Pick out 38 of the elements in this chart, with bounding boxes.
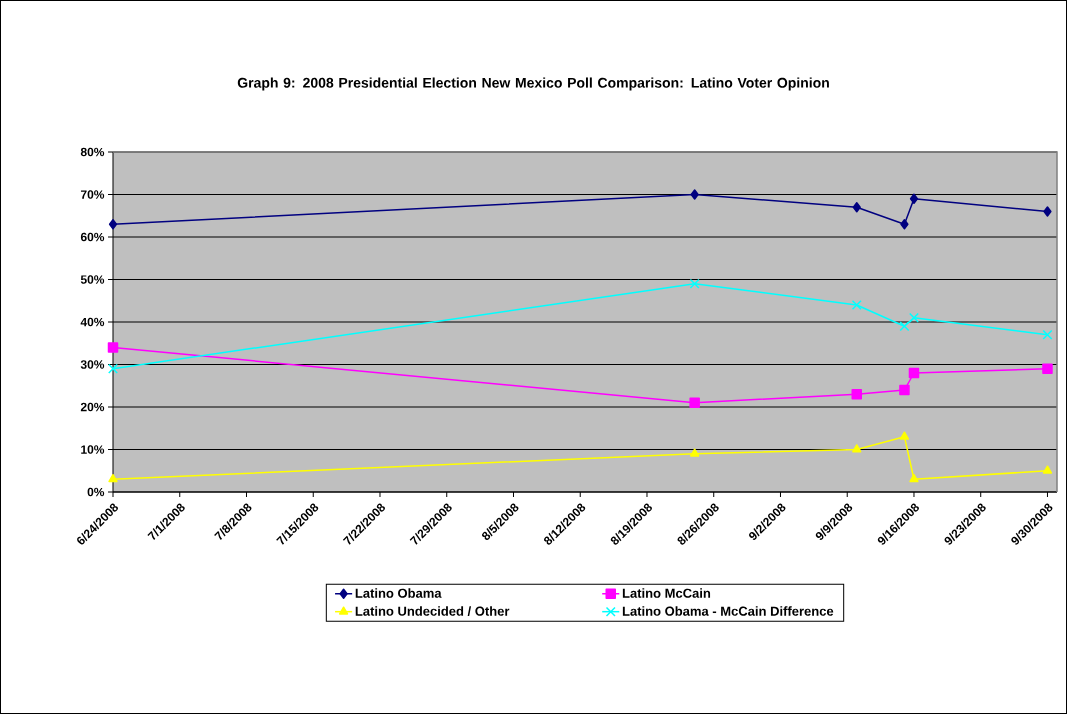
point (900, 219, 909, 230)
y-tick-label: 30% (80, 360, 105, 369)
point (690, 189, 699, 200)
point (1042, 329, 1053, 340)
legend-label: Latino Obama - McCain Difference (622, 606, 834, 616)
y-tick-label: 80% (80, 147, 105, 157)
point (689, 397, 700, 408)
point (899, 431, 910, 440)
legend-label: Latino McCain (622, 588, 711, 598)
y-tick-label: 60% (80, 232, 105, 242)
point (852, 202, 861, 213)
point (1043, 206, 1052, 217)
point (908, 312, 919, 323)
point (107, 342, 119, 353)
point (899, 384, 910, 396)
point (1042, 363, 1053, 374)
point (909, 193, 919, 204)
point (690, 448, 700, 457)
point (908, 367, 920, 379)
point (108, 219, 118, 230)
legend-label: Latino Undecided / Other (355, 606, 510, 616)
point (909, 474, 919, 483)
point (851, 300, 862, 310)
point (899, 321, 910, 332)
y-tick-label: 70% (80, 190, 105, 199)
y-tick-label: 20% (80, 402, 105, 412)
y-tick-label: 10% (81, 445, 105, 454)
point (852, 444, 862, 453)
chart-title: Graph 9: 2008 Presidential Election New Mexico Poll Comparison: Latino Voter Opinion (237, 77, 829, 91)
point (108, 363, 118, 374)
legend-label: Latino Obama (355, 588, 442, 598)
y-tick-label: 50% (80, 275, 105, 284)
point (108, 474, 118, 483)
point (689, 278, 700, 289)
y-tick-label: 40% (80, 317, 105, 327)
point (1042, 465, 1053, 474)
point (851, 389, 863, 400)
y-tick-label: 0% (87, 487, 105, 497)
